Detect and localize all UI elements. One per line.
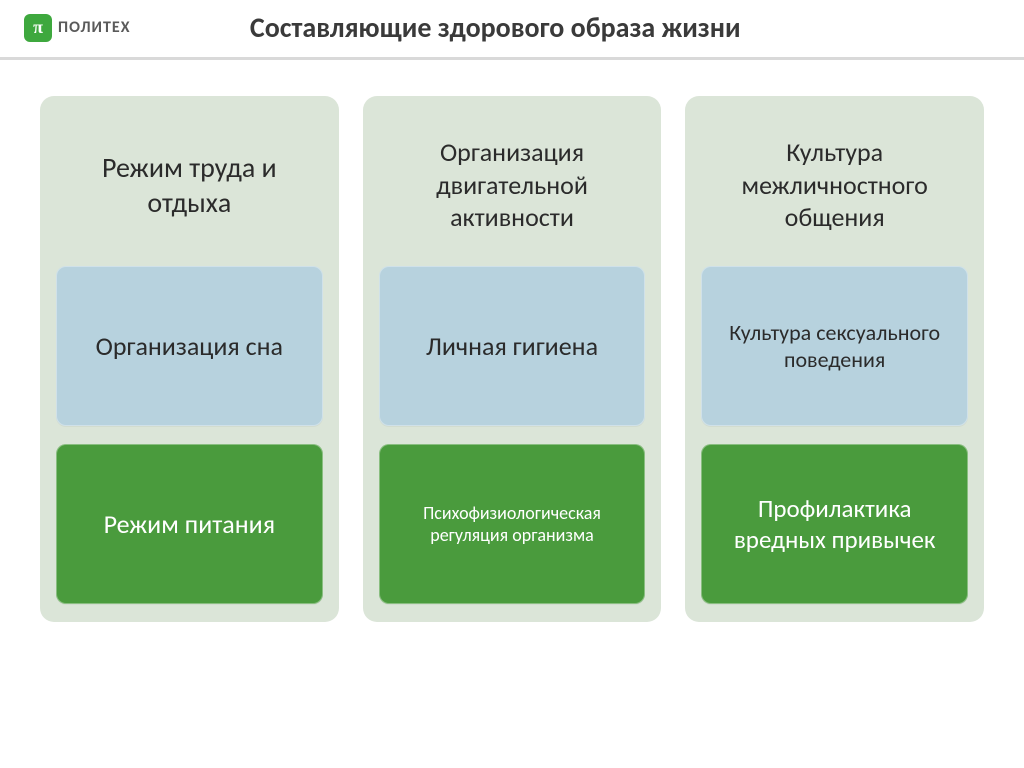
slide-header: π ПОЛИТЕХ Составляющие здорового образа … [0, 0, 1024, 60]
logo: π ПОЛИТЕХ [24, 14, 131, 42]
column-1-bot-box: Режим питания [56, 444, 323, 604]
slide-title: Составляющие здорового образа жизни [131, 10, 860, 45]
column-1: Режим труда и отдыха Организация сна Реж… [40, 96, 339, 622]
column-3-bot-box: Профилактика вредных привычек [701, 444, 968, 604]
column-3-mid-box: Культура сексуального поведения [701, 266, 968, 426]
column-2-header: Организация двигательной активности [379, 116, 646, 266]
diagram-content: Режим труда и отдыха Организация сна Реж… [0, 60, 1024, 662]
column-2-mid-box: Личная гигиена [379, 266, 646, 426]
pi-icon: π [24, 14, 52, 42]
column-3-header: Культура межличностного общения [701, 116, 968, 266]
column-1-mid-box: Организация сна [56, 266, 323, 426]
column-2: Организация двигательной активности Личн… [363, 96, 662, 622]
column-1-header: Режим труда и отдыха [56, 116, 323, 266]
column-3: Культура межличностного общения Культура… [685, 96, 984, 622]
column-2-bot-box: Психофизиологическая регуляция организма [379, 444, 646, 604]
logo-text: ПОЛИТЕХ [58, 18, 131, 37]
